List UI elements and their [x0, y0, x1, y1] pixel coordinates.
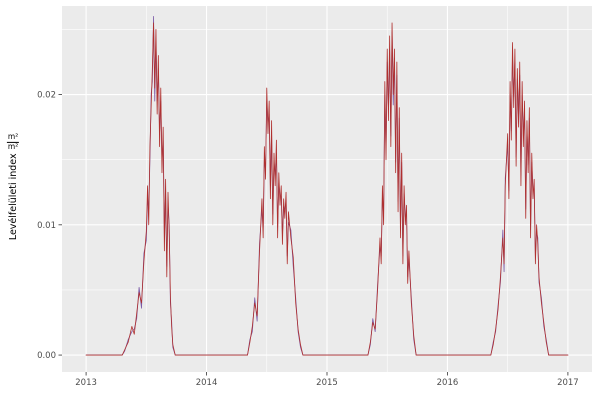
x-tick-label: 2016 — [437, 378, 459, 388]
x-tick-label: 2015 — [316, 378, 338, 388]
y-tick-label: 0.00 — [37, 351, 56, 361]
y-tick-label: 0.01 — [37, 221, 56, 231]
series-red-line — [85, 22, 569, 356]
y-tick-label: 0.02 — [37, 91, 56, 101]
x-tick-label: 2013 — [75, 378, 97, 388]
x-tick-label: 2014 — [196, 378, 218, 388]
x-tick-label: 2017 — [557, 378, 579, 388]
